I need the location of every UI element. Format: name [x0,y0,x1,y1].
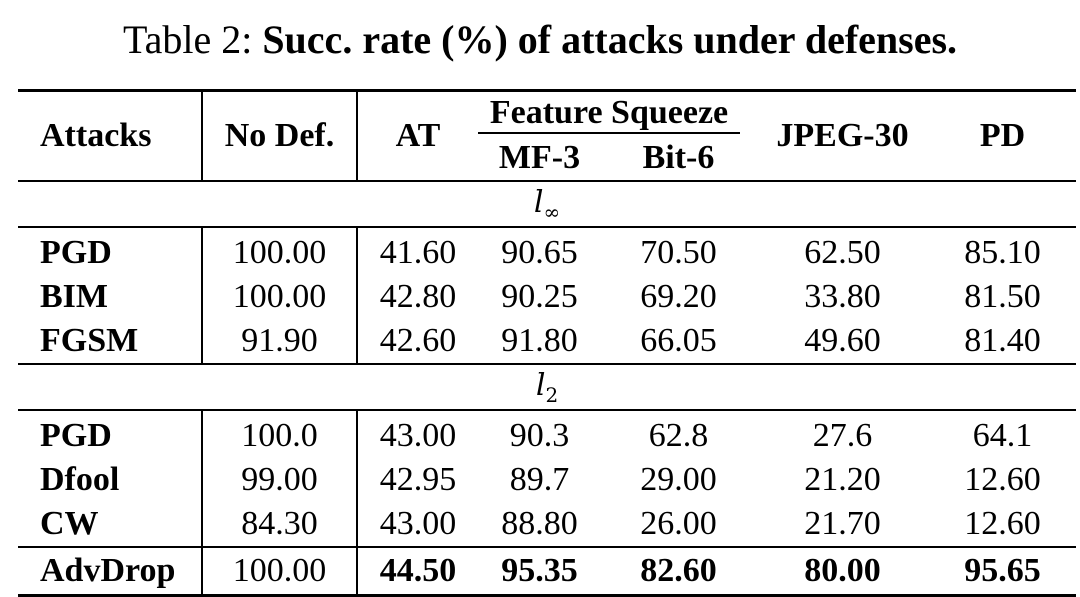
value-cell-jpeg30: 33.80 [804,278,881,315]
attack-name-cell: FGSM [18,319,203,364]
value-cell-at: 42.95 [379,461,457,498]
table-row: Dfool 99.00 42.95 89.7 29.00 21.20 12.60 [18,458,1076,502]
value-cell-pd: 85.10 [964,234,1041,271]
value-cell-mf3: 90.65 [501,234,578,271]
table-row: CW 84.30 43.00 88.80 26.00 21.70 12.60 [18,502,1076,547]
attack-name-cell: Dfool [18,458,203,502]
norm-label: l∞ [533,184,561,224]
value-cell-mf3: 95.35 [501,552,578,589]
attack-name-cell: CW [18,502,203,547]
norm-label: l2 [535,367,559,407]
value-cell-no-def: 100.0 [202,410,358,458]
advdrop-row: AdvDrop 100.00 44.50 95.35 82.60 80.00 95.65 [18,547,1076,596]
value-cell-mf3: 90.25 [501,278,578,315]
value-cell-bit6: 69.20 [640,278,717,315]
value-cell-at: 43.00 [379,417,457,454]
value-cell-pd: 12.60 [964,461,1041,498]
value-cell-bit6: 26.00 [640,505,717,542]
norm-section-row: l∞ [18,181,1076,227]
header-attacks: Attacks [18,90,203,181]
header-row-1: Attacks No Def. AT Feature Squeeze JPEG-… [18,90,1076,181]
table-caption: Table 2: Succ. rate (%) of attacks under… [0,14,1080,66]
value-cell-pd: 12.60 [964,505,1041,542]
results-table-container: Attacks No Def. AT Feature Squeeze JPEG-… [18,89,1076,597]
value-cell-mf3: 88.80 [501,505,578,542]
value-cell-jpeg30: 80.00 [804,552,881,589]
caption-title: Succ. rate (%) of attacks under defenses… [262,17,958,62]
value-cell-at: 42.60 [379,322,457,359]
results-table: Attacks No Def. AT Feature Squeeze JPEG-… [18,89,1076,597]
header-feature-squeeze: Feature Squeeze [478,91,756,137]
value-cell-jpeg30: 21.20 [804,461,881,498]
value-cell-mf3: 90.3 [509,417,570,454]
value-cell-no-def: 91.90 [202,319,358,364]
value-cell-mf3: 89.7 [509,461,570,498]
caption-prefix: Table 2: [122,17,263,62]
value-cell-no-def: 100.00 [202,275,358,319]
attack-name-cell: AdvDrop [18,547,203,596]
value-cell-no-def: 100.00 [202,227,358,275]
value-cell-bit6: 66.05 [640,322,717,359]
value-cell-no-def: 99.00 [202,458,358,502]
header-at: AT [395,117,441,154]
value-cell-at: 42.80 [379,278,457,315]
header-mf3: MF-3 [498,139,581,176]
value-cell-at: 43.00 [379,505,457,542]
value-cell-bit6: 70.50 [640,234,717,271]
attack-name-cell: PGD [18,410,203,458]
header-pd: PD [979,117,1026,154]
table-row: BIM 100.00 42.80 90.25 69.20 33.80 81.50 [18,275,1076,319]
norm-section-row: l2 [18,364,1076,410]
value-cell-mf3: 91.80 [501,322,578,359]
value-cell-at: 44.50 [379,552,457,589]
header-jpeg30: JPEG-30 [776,117,909,154]
value-cell-no-def: 100.00 [202,547,358,596]
value-cell-jpeg30: 21.70 [804,505,881,542]
table-row: PGD 100.0 43.00 90.3 62.8 27.6 64.1 [18,410,1076,458]
value-cell-jpeg30: 62.50 [804,234,881,271]
header-bit6: Bit-6 [642,139,715,176]
value-cell-bit6: 62.8 [648,417,709,454]
value-cell-bit6: 82.60 [640,552,717,589]
table-row: PGD 100.00 41.60 90.65 70.50 62.50 85.10 [18,227,1076,275]
attack-name-cell: BIM [18,275,203,319]
value-cell-no-def: 84.30 [202,502,358,547]
value-cell-pd: 64.1 [972,417,1033,454]
table-row: FGSM 91.90 42.60 91.80 66.05 49.60 81.40 [18,319,1076,364]
value-cell-jpeg30: 49.60 [804,322,881,359]
value-cell-bit6: 29.00 [640,461,717,498]
value-cell-pd: 81.40 [964,322,1041,359]
value-cell-pd: 81.50 [964,278,1041,315]
header-no-def: No Def. [202,90,358,181]
value-cell-pd: 95.65 [964,552,1041,589]
header-row-2: MF-3 Bit-6 [18,136,1076,181]
attack-name-cell: PGD [18,227,203,275]
value-cell-at: 41.60 [379,234,457,271]
value-cell-jpeg30: 27.6 [812,417,873,454]
